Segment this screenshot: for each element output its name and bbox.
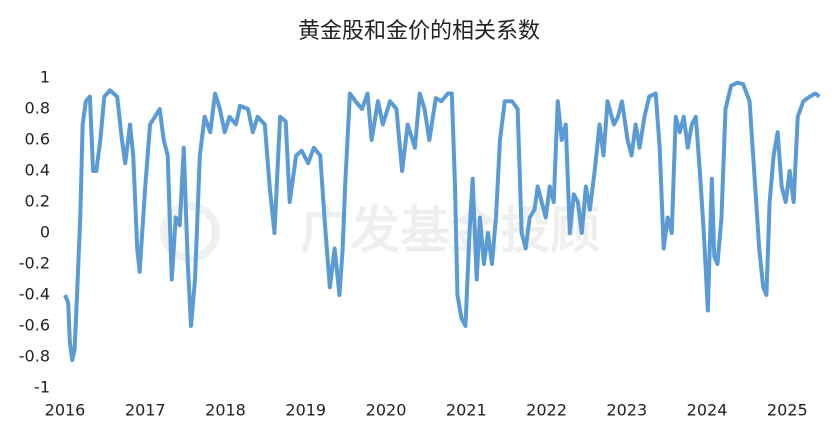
x-tick-label: 2018 xyxy=(205,401,246,420)
y-tick-label: 0.4 xyxy=(25,161,50,180)
y-tick-label: 0 xyxy=(40,223,50,242)
x-tick-label: 2016 xyxy=(45,401,86,420)
y-tick-label: -1 xyxy=(34,378,50,397)
y-tick-label: -0.2 xyxy=(19,254,50,273)
x-tick-label: 2023 xyxy=(606,401,647,420)
y-tick-label: -0.6 xyxy=(19,316,50,335)
x-tick-label: 2021 xyxy=(446,401,487,420)
x-tick-label: 2022 xyxy=(526,401,567,420)
watermark-logo xyxy=(160,202,220,262)
x-tick-label: 2017 xyxy=(125,401,166,420)
watermark: 广发基金投顾 xyxy=(300,202,600,260)
line xyxy=(63,80,821,363)
y-tick-label: 0.2 xyxy=(25,192,50,211)
y-tick-label: 1 xyxy=(40,68,50,87)
y-tick-label: 0.8 xyxy=(25,99,50,118)
x-tick-label: 2024 xyxy=(687,401,728,420)
x-tick-label: 2019 xyxy=(285,401,326,420)
y-tick-label: 0.6 xyxy=(25,130,50,149)
y-tick-label: -0.8 xyxy=(19,347,50,366)
x-tick-label: 2020 xyxy=(366,401,407,420)
x-tick-label: 2025 xyxy=(767,401,808,420)
chart-title: 黄金股和金价的相关系数 xyxy=(298,19,540,44)
y-tick-label: -0.4 xyxy=(19,285,50,304)
